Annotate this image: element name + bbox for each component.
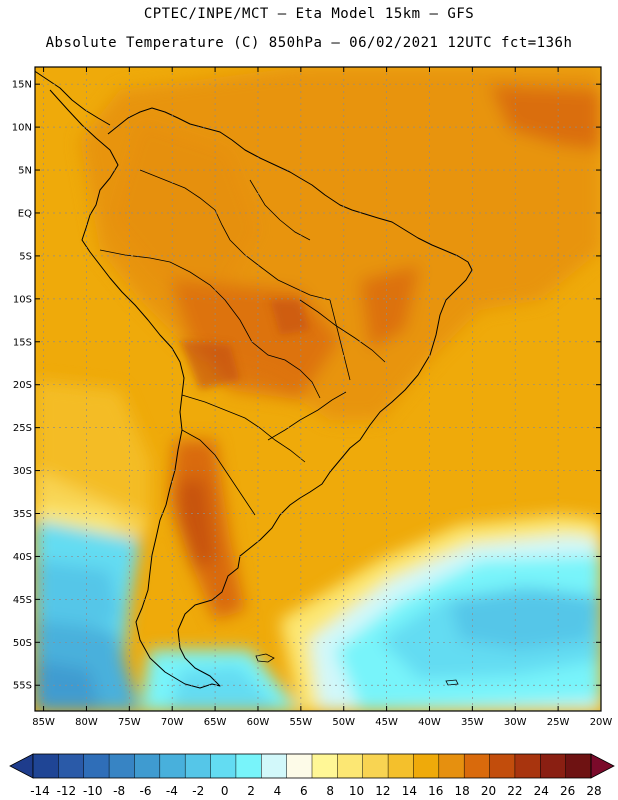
colorbar-swatch — [540, 754, 567, 778]
lon-tick-label: 40W — [418, 717, 441, 728]
colorbar-label: -14 — [30, 784, 50, 798]
colorbar-swatch — [337, 754, 364, 778]
colorbar-label: -8 — [113, 784, 125, 798]
lat-tick-label: 50S — [13, 638, 32, 649]
colorbar-swatch — [312, 754, 338, 778]
map-frame — [34, 66, 602, 712]
colorbar-label: 12 — [375, 784, 390, 798]
lon-tick-label: 55W — [290, 717, 313, 728]
colorbar-label: -4 — [166, 784, 178, 798]
colorbar-label: -6 — [140, 784, 152, 798]
colorbar-label: 26 — [560, 784, 575, 798]
colorbar: -14 -12 -10 -8 -6 -4 -2 0 2 4 6 8 10 12 14 16 18 20 22 24 26… — [9, 753, 615, 798]
colorbar-swatch — [235, 754, 262, 778]
lat-tick-label: 10S — [13, 294, 32, 305]
colorbar-swatch — [109, 754, 135, 778]
lat-tick-label: 5N — [18, 166, 32, 177]
lat-tick-label: 35S — [13, 509, 32, 520]
lon-tick-label: 20W — [590, 717, 613, 728]
map-title-line-1: CPTEC/INPE/MCT — Eta Model 15km — GFS — [143, 6, 475, 22]
lat-tick-label: 55S — [13, 681, 32, 692]
lat-tick-label: 15S — [13, 337, 32, 348]
colorbar-label: 24 — [534, 784, 549, 798]
colorbar-label: -2 — [192, 784, 204, 798]
lat-tick-label: 30S — [13, 466, 32, 477]
colorbar-label: 8 — [326, 784, 334, 798]
colorbar-swatch — [438, 754, 465, 778]
colorbar-label: 28 — [586, 784, 601, 798]
colorbar-label: 6 — [300, 784, 308, 798]
colorbar-label: 16 — [428, 784, 443, 798]
lat-tick-label: 20S — [13, 380, 32, 391]
islands — [255, 653, 459, 686]
colorbar-swatch — [413, 754, 440, 778]
colorbar-swatch — [185, 754, 211, 778]
map-title-line-2: Absolute Temperature (C) 850hPa — 06/02/… — [45, 35, 573, 51]
colorbar-swatch — [489, 754, 516, 778]
temperature-field — [35, 67, 601, 711]
lat-tick-label: 5S — [19, 251, 32, 262]
colorbar-label: 4 — [274, 784, 282, 798]
colorbar-swatch — [388, 754, 414, 778]
lon-tick-label: 80W — [75, 717, 98, 728]
colorbar-swatch — [514, 754, 541, 778]
longitude-axis: 85W 80W 75W 70W 65W 60W 55W 50W 45W 40W 35W 30W 25W 2… — [32, 67, 612, 728]
lat-tick-label: EQ — [18, 208, 32, 219]
colorbar-swatch — [565, 754, 592, 778]
colorbar-label: 0 — [221, 784, 229, 798]
lat-tick-label: 10N — [12, 123, 32, 134]
lon-tick-label: 65W — [204, 717, 227, 728]
colorbar-label: 10 — [349, 784, 364, 798]
colorbar-label: -12 — [57, 784, 77, 798]
country-borders — [99, 169, 386, 516]
colorbar-swatch — [464, 754, 490, 778]
lon-tick-label: 50W — [332, 717, 355, 728]
colorbar-swatch — [261, 754, 288, 778]
colorbar-swatch — [58, 754, 85, 778]
lon-tick-label: 30W — [504, 717, 527, 728]
colorbar-swatch — [159, 754, 186, 778]
lon-tick-label: 75W — [118, 717, 141, 728]
lat-tick-label: 45S — [13, 595, 32, 606]
lon-tick-label: 60W — [247, 717, 270, 728]
colorbar-label: 2 — [247, 784, 255, 798]
colorbar-high-arrow — [590, 753, 615, 779]
colorbar-swatch — [286, 754, 313, 778]
colorbar-swatch — [134, 754, 161, 778]
latitude-axis: 15N 10N 5N EQ 5S 10S 15S 20S 25S 30S 35S 40S 45S 50S 5… — [12, 80, 601, 692]
coastline — [35, 70, 473, 689]
graticule — [35, 67, 601, 711]
colorbar-swatch — [362, 754, 389, 778]
colorbar-label: 14 — [402, 784, 417, 798]
colorbar-label: 18 — [454, 784, 469, 798]
colorbar-swatch — [83, 754, 110, 778]
lat-tick-label: 40S — [13, 552, 32, 563]
colorbar-label: -10 — [83, 784, 103, 798]
lon-tick-label: 25W — [547, 717, 570, 728]
lat-tick-label: 25S — [13, 423, 32, 434]
lat-tick-label: 15N — [12, 80, 32, 91]
lon-tick-label: 35W — [461, 717, 484, 728]
lon-tick-label: 45W — [375, 717, 398, 728]
lon-tick-label: 85W — [32, 717, 55, 728]
colorbar-label: 22 — [507, 784, 522, 798]
colorbar-low-arrow — [9, 753, 34, 779]
colorbar-label: 20 — [481, 784, 496, 798]
lon-tick-label: 70W — [161, 717, 184, 728]
colorbar-swatch — [33, 754, 59, 778]
colorbar-swatch — [210, 754, 237, 778]
